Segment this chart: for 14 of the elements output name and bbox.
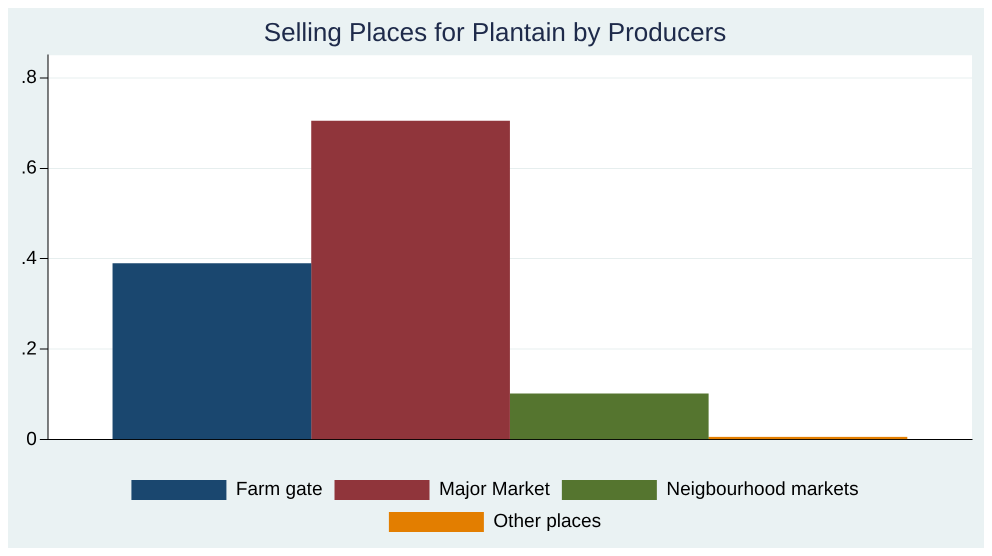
- y-tick-label: .2: [20, 338, 37, 360]
- y-tick-label: 0: [26, 428, 37, 450]
- bar: [311, 120, 510, 440]
- chart-title: Selling Places for Plantain by Producers: [264, 16, 726, 47]
- legend-label: Major Market: [439, 479, 551, 500]
- bar: [112, 263, 312, 440]
- legend-label: Neigbourhood markets: [666, 479, 859, 500]
- y-tick-label: .4: [20, 248, 38, 269]
- y-tick-label: .6: [20, 157, 37, 178]
- bar: [510, 393, 709, 440]
- bar: [708, 436, 908, 440]
- y-tick-label: .8: [20, 67, 37, 88]
- legend-label: Other places: [493, 511, 602, 532]
- legend-label: Farm gate: [236, 479, 323, 500]
